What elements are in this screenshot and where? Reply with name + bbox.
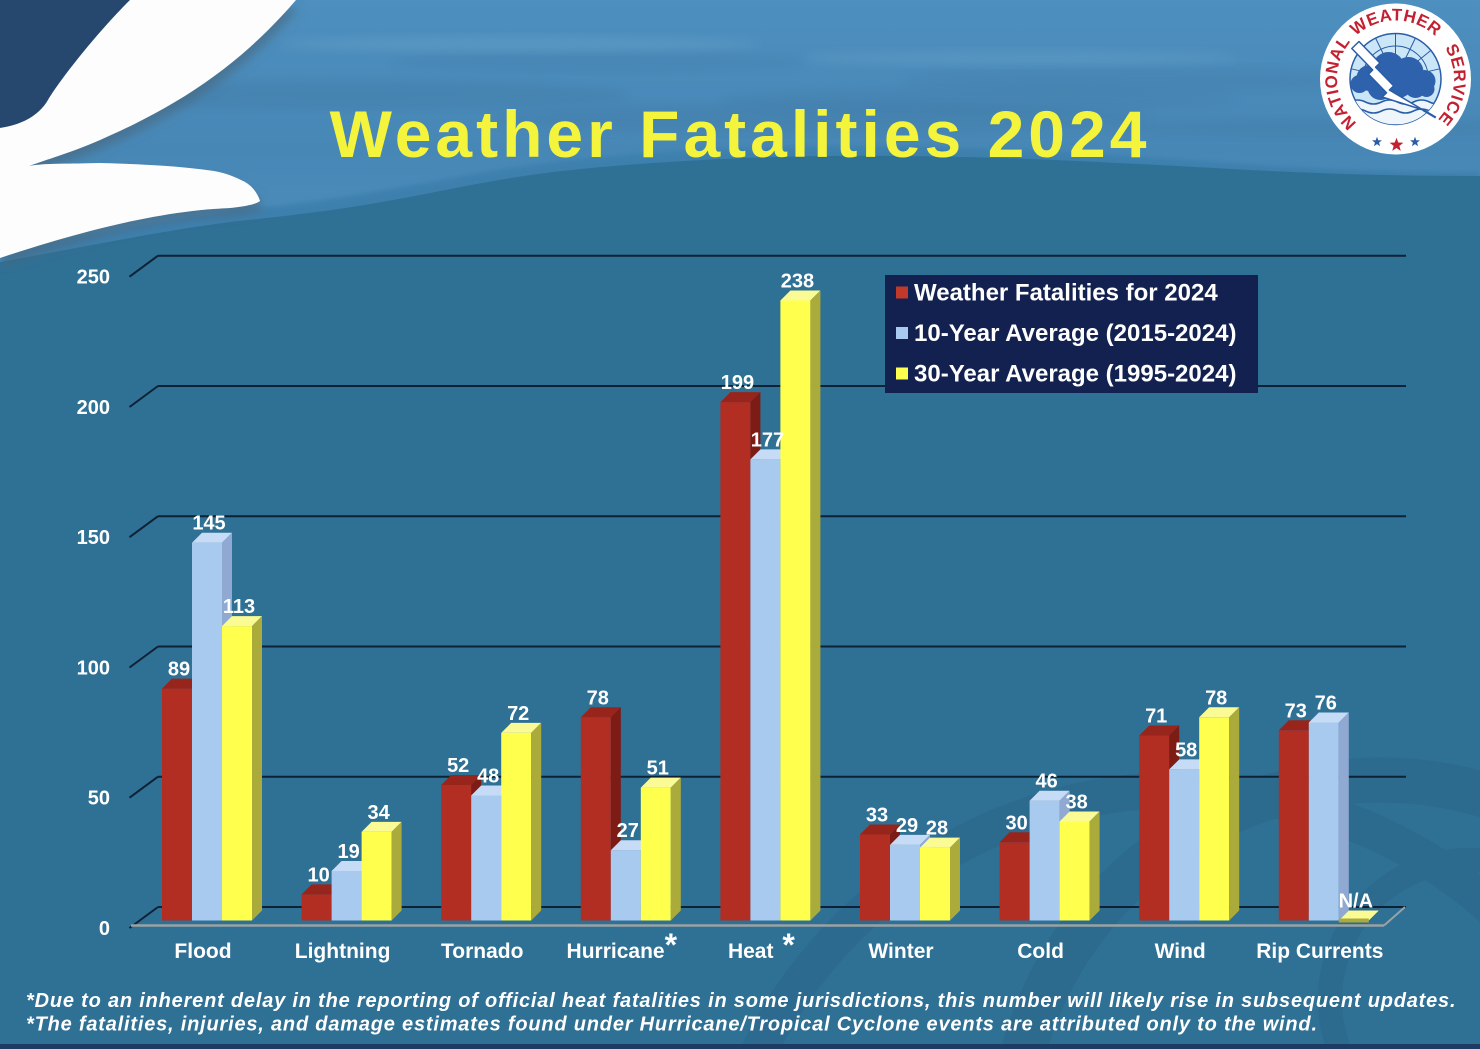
svg-text:238: 238 [781,271,814,293]
svg-text:0: 0 [99,918,110,940]
svg-text:Wind: Wind [1155,940,1206,963]
svg-text:34: 34 [367,802,390,824]
svg-text:19: 19 [337,841,359,863]
svg-text:Tornado: Tornado [441,940,523,963]
svg-text:48: 48 [477,766,499,788]
svg-text:50: 50 [88,788,110,810]
svg-text:72: 72 [507,703,529,725]
svg-text:Rip Currents: Rip Currents [1256,940,1383,963]
svg-text:177: 177 [751,429,784,451]
svg-text:*Due to an inherent delay in t: *Due to an inherent delay in the reporti… [26,990,1456,1012]
svg-text:29: 29 [896,815,918,837]
svg-text:52: 52 [447,755,469,777]
svg-text:10-Year Average (2015-2024): 10-Year Average (2015-2024) [914,320,1236,347]
svg-text:51: 51 [647,758,669,780]
svg-text:150: 150 [77,527,110,549]
svg-text:76: 76 [1315,693,1337,715]
svg-text:199: 199 [721,372,754,394]
svg-text:10: 10 [307,864,329,886]
svg-text:38: 38 [1065,792,1087,814]
svg-text:30: 30 [1005,812,1027,834]
svg-text:100: 100 [77,658,110,680]
svg-text:Weather Fatalities 2024: Weather Fatalities 2024 [330,97,1151,171]
svg-text:30-Year Average (1995-2024): 30-Year Average (1995-2024) [914,361,1236,388]
svg-text:71: 71 [1145,706,1167,728]
svg-text:113: 113 [223,596,255,618]
svg-text:250: 250 [77,267,110,289]
svg-text:200: 200 [77,397,110,419]
svg-text:Lightning: Lightning [295,940,391,963]
svg-text:27: 27 [617,820,639,842]
svg-text:89: 89 [168,659,190,681]
svg-text:Flood: Flood [174,940,231,963]
svg-text:Cold: Cold [1017,940,1064,963]
svg-text:*The fatalities, injuries, and: *The fatalities, injuries, and damage es… [26,1014,1318,1036]
svg-text:78: 78 [1205,687,1227,709]
svg-text:78: 78 [587,687,609,709]
svg-text:46: 46 [1035,771,1057,793]
svg-text:33: 33 [866,805,888,827]
svg-text:Winter: Winter [868,940,933,963]
svg-text:145: 145 [192,513,225,535]
svg-text:73: 73 [1285,700,1307,722]
svg-text:58: 58 [1175,739,1197,761]
svg-text:N/A: N/A [1339,891,1373,913]
svg-text:28: 28 [926,818,948,840]
svg-text:Weather Fatalities for 2024: Weather Fatalities for 2024 [914,280,1218,307]
